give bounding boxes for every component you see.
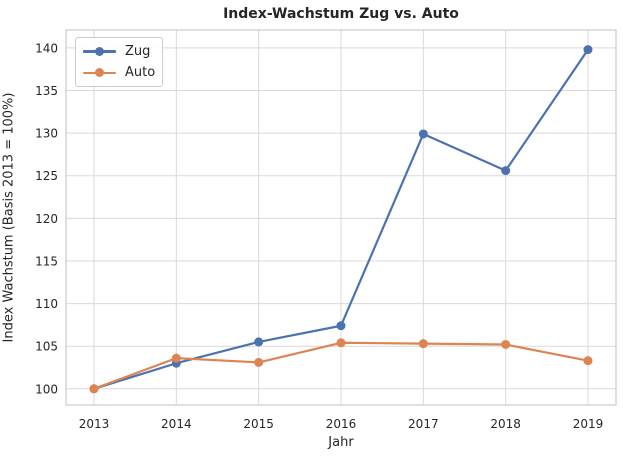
y-tick-label: 105 bbox=[35, 340, 58, 354]
data-point-zug bbox=[336, 321, 346, 331]
data-point-zug bbox=[501, 166, 511, 176]
data-point-auto bbox=[89, 384, 99, 394]
x-tick-label: 2017 bbox=[408, 417, 439, 431]
data-point-auto bbox=[336, 338, 346, 348]
legend-item-zug: Zug bbox=[76, 41, 162, 62]
x-tick-label: 2018 bbox=[490, 417, 521, 431]
y-tick-label: 140 bbox=[35, 41, 58, 55]
y-tick-label: 135 bbox=[35, 84, 58, 98]
x-tick-label: 2019 bbox=[573, 417, 604, 431]
x-tick-label: 2014 bbox=[161, 417, 192, 431]
legend-marker-auto-icon bbox=[83, 68, 116, 78]
data-point-auto bbox=[418, 339, 428, 349]
chart-title: Index-Wachstum Zug vs. Auto bbox=[223, 6, 459, 22]
data-point-auto bbox=[171, 353, 181, 363]
data-point-zug bbox=[418, 129, 428, 139]
y-tick-label: 125 bbox=[35, 169, 58, 183]
legend-item-auto: Auto bbox=[76, 62, 162, 83]
data-point-auto bbox=[501, 339, 511, 349]
legend-label-auto: Auto bbox=[125, 65, 156, 81]
y-tick-label: 110 bbox=[35, 297, 58, 311]
data-point-zug bbox=[583, 45, 593, 55]
x-tick-label: 2015 bbox=[243, 417, 274, 431]
y-tick-label: 130 bbox=[35, 127, 58, 141]
legend-dot-zug bbox=[95, 46, 104, 56]
legend: Zug Auto bbox=[75, 37, 163, 87]
x-axis-label: Jahr bbox=[328, 435, 354, 450]
data-point-auto bbox=[254, 357, 264, 367]
legend-label-zug: Zug bbox=[125, 43, 151, 59]
data-point-zug bbox=[254, 337, 264, 347]
legend-marker-zug-icon bbox=[83, 46, 116, 56]
x-tick-label: 2013 bbox=[79, 417, 110, 431]
y-tick-label: 100 bbox=[35, 382, 58, 396]
y-tick-label: 115 bbox=[35, 254, 58, 268]
legend-dot-auto bbox=[95, 68, 104, 78]
data-point-auto bbox=[583, 356, 593, 366]
plot-border bbox=[65, 29, 617, 406]
y-axis-label: Index Wachstum (Basis 2013 = 100%) bbox=[1, 92, 17, 343]
x-tick-label: 2016 bbox=[326, 417, 357, 431]
y-tick-label: 120 bbox=[35, 212, 58, 226]
